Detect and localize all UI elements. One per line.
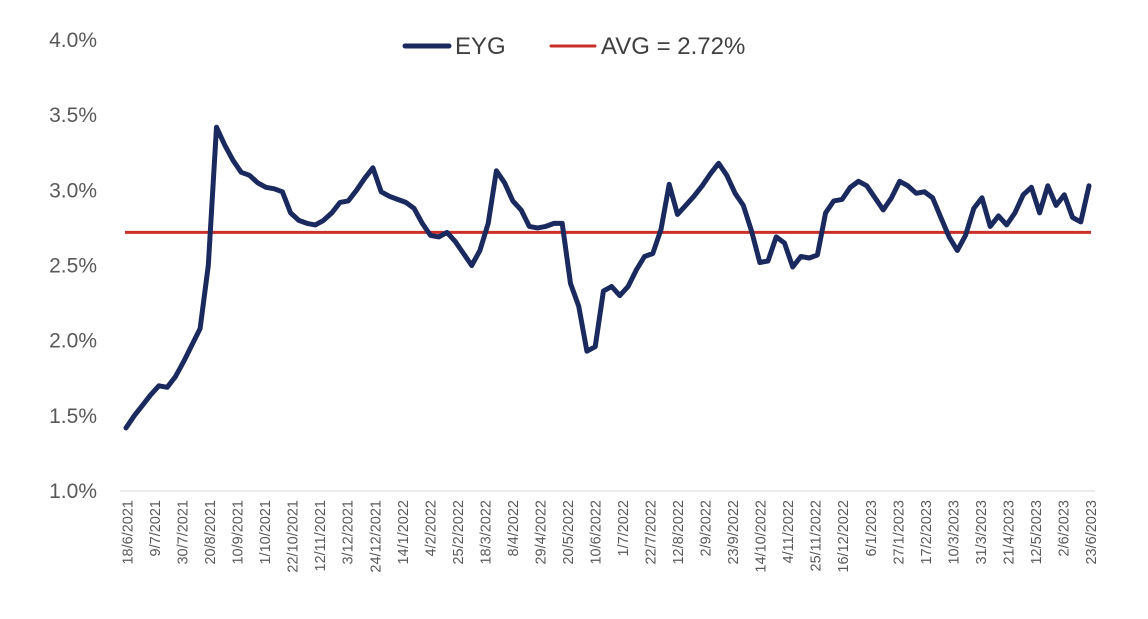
- x-tick-label: 14/1/2022: [396, 500, 412, 565]
- x-tick-label: 25/11/2022: [809, 500, 825, 572]
- x-tick-label: 22/7/2022: [644, 500, 660, 565]
- x-tick-label: 10/3/2023: [946, 500, 962, 565]
- y-tick-label: 1.0%: [49, 480, 97, 503]
- x-tick-label: 10/9/2021: [231, 500, 247, 565]
- x-tick-label: 17/2/2023: [919, 500, 935, 565]
- x-tick-label: 2/9/2022: [699, 500, 715, 556]
- x-tick-label: 3/12/2021: [341, 500, 357, 565]
- y-tick-label: 2.0%: [49, 330, 97, 353]
- x-tick-label: 18/6/2021: [121, 500, 137, 565]
- x-tick-label: 12/8/2022: [671, 500, 687, 565]
- x-tick-label: 31/3/2023: [974, 500, 990, 565]
- x-tick-label: 2/6/2023: [1056, 500, 1072, 556]
- x-tick-label: 12/5/2023: [1029, 500, 1045, 565]
- x-tick-label: 16/12/2022: [836, 500, 852, 573]
- x-tick-label: 27/1/2023: [891, 500, 907, 565]
- x-tick-label: 29/4/2022: [533, 500, 549, 565]
- x-tick-label: 6/1/2023: [864, 500, 880, 556]
- plot-area: [123, 124, 1092, 431]
- x-tick-label: 24/12/2021: [368, 500, 384, 573]
- x-tick-label: 4/2/2022: [423, 500, 439, 556]
- y-tick-label: 3.5%: [49, 104, 97, 127]
- x-tick-label: 9/7/2021: [148, 500, 164, 556]
- x-tick-label: 21/4/2023: [1001, 500, 1017, 565]
- x-tick-label: 1/7/2022: [616, 500, 632, 556]
- x-tick-label: 30/7/2021: [176, 500, 192, 565]
- legend-eyg-label: EYG: [455, 33, 506, 60]
- x-tick-label: 14/10/2022: [754, 500, 770, 573]
- eyg-line: [123, 124, 1092, 431]
- x-tick-label: 20/8/2021: [203, 500, 219, 565]
- x-tick-label: 8/4/2022: [506, 500, 522, 556]
- y-tick-label: 4.0%: [49, 29, 97, 52]
- x-axis: 18/6/2021 9/7/2021 30/7/2021 20/8/2021 10/9/…: [120, 490, 1100, 573]
- y-axis: 1.0% 1.5% 2.0% 2.5% 3.0% 3.5% 4.0%: [49, 29, 97, 503]
- y-tick-label: 2.5%: [49, 255, 97, 278]
- y-tick-label: 1.5%: [49, 405, 97, 428]
- x-tick-label: 4/11/2022: [781, 500, 797, 563]
- legend: EYG AVG = 2.72%: [402, 33, 745, 60]
- x-tick-label: 10/6/2022: [588, 500, 604, 565]
- x-tick-label: 1/10/2021: [258, 500, 274, 565]
- x-tick-label: 22/10/2021: [286, 500, 302, 573]
- x-tick-label: 20/5/2022: [561, 500, 577, 565]
- x-tick-label: 18/3/2022: [478, 500, 494, 565]
- x-tick-label: 23/6/2023: [1084, 500, 1100, 565]
- y-tick-label: 3.0%: [49, 179, 97, 202]
- x-tick-label: 25/2/2022: [451, 500, 467, 565]
- x-tick-label: 12/11/2021: [313, 500, 329, 572]
- x-tick-label: 23/9/2022: [726, 500, 742, 565]
- legend-avg-label: AVG = 2.72%: [601, 33, 745, 60]
